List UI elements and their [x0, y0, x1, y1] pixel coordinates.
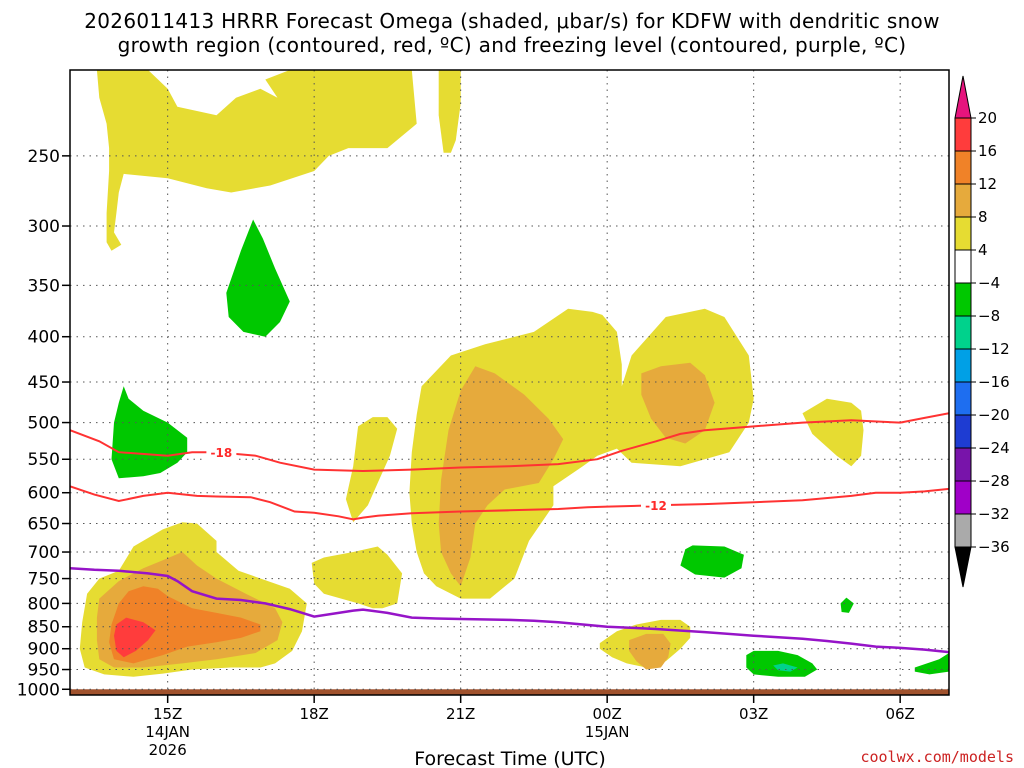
x-tick-label-18Z: 18Z — [299, 705, 328, 723]
colorbar-swatch-5 — [954, 282, 972, 317]
x-tick-label-21Z: 21Z — [446, 705, 475, 723]
y-axis: 2503003504004505005506006507007508008509… — [17, 147, 70, 700]
y-tick-label-350: 350 — [28, 276, 60, 296]
colorbar-tick-label-7: −12 — [978, 340, 1010, 358]
colorbar-tick-label-5: −4 — [978, 274, 1000, 292]
colorbar-swatch-11 — [954, 480, 972, 515]
y-tick-label-550: 550 — [28, 450, 60, 470]
y-tick-label-850: 850 — [28, 618, 60, 638]
y-tick-label-500: 500 — [28, 414, 60, 434]
y-tick-label-250: 250 — [28, 147, 60, 167]
colorbar-swatch-6 — [954, 315, 972, 350]
x-tick-date-15Z: 14JAN — [145, 723, 190, 741]
colorbar-tick-label-6: −8 — [978, 307, 1000, 325]
gridlines — [70, 70, 949, 695]
omega-region-8to12-13 — [629, 633, 671, 670]
omega-region-m4tom8-17 — [840, 597, 854, 613]
colorbar-tick-label-9: −20 — [978, 406, 1010, 424]
dendritic-growth-contours — [70, 412, 949, 521]
colorbar-tick-label-0: 20 — [978, 109, 997, 127]
y-tick-label-900: 900 — [28, 640, 60, 660]
colorbar-swatch-1 — [954, 150, 972, 185]
colorbar-bottom-arrow — [954, 546, 972, 588]
contour-label-bg--18 — [206, 444, 237, 461]
y-tick-label-450: 450 — [28, 373, 60, 393]
colorbar-tick-label-1: 16 — [978, 142, 997, 160]
ground-fill — [70, 689, 949, 695]
title-line-2: growth region (contoured, red, ºC) and f… — [118, 33, 907, 57]
x-tick-label-06Z: 06Z — [885, 705, 914, 723]
freezing-level-contour — [70, 566, 949, 654]
omega-region-16to20-11 — [114, 617, 156, 658]
y-tick-label-750: 750 — [28, 570, 60, 590]
y-tick-label-950: 950 — [28, 661, 60, 681]
colorbar-swatch-3 — [954, 216, 972, 251]
x-tick-label-03Z: 03Z — [739, 705, 768, 723]
colorbar: 20 16 12 8 4 −4 −8 −12 −16 −20 −24 −28 −32 −36 — [954, 75, 1010, 588]
contour-label-bg--12 — [641, 497, 671, 514]
x-tick-label-15Z: 15Z — [153, 705, 182, 723]
colorbar-top-arrow — [954, 75, 972, 119]
colorbar-swatch-8 — [954, 381, 972, 416]
omega-shading — [70, 70, 949, 695]
omega-region-12to16-10 — [109, 586, 261, 664]
contour-labels: -18 -12 — [206, 444, 671, 514]
colorbar-swatch-2 — [954, 183, 972, 218]
colorbar-swatch-12 — [954, 513, 972, 548]
colorbar-tick-label-2: 12 — [978, 175, 997, 193]
omega-region-4to8-0 — [96, 70, 417, 251]
colorbar-tick-label-8: −16 — [978, 373, 1010, 391]
x-tick-date-00Z: 15JAN — [585, 723, 630, 741]
omega-region-m4tom8-16 — [680, 545, 744, 578]
colorbar-tick-label-3: 8 — [978, 208, 988, 226]
colorbar-tick-label-10: −24 — [978, 439, 1010, 457]
contour-label--18: -18 — [211, 446, 233, 460]
colorbar-tick-label-4: 4 — [978, 241, 988, 259]
omega-region-4to8-1 — [438, 70, 461, 153]
omega-region-8to12-3 — [438, 366, 564, 587]
y-tick-label-800: 800 — [28, 594, 60, 614]
omega-region-4to8-6 — [311, 546, 403, 609]
y-tick-label-400: 400 — [28, 328, 60, 348]
x-axis-label: Forecast Time (UTC) — [414, 748, 605, 768]
colorbar-swatch-7 — [954, 348, 972, 383]
dgz-contour--12 — [70, 485, 949, 521]
credit-text[interactable]: coolwx.com/models — [860, 748, 1014, 766]
omega-region-m4tom8-20 — [914, 653, 949, 675]
contour-label--12: -12 — [645, 499, 667, 513]
x-tick-year-15Z: 2026 — [149, 741, 187, 759]
y-tick-label-700: 700 — [28, 543, 60, 563]
omega-region-4to8-7 — [802, 398, 864, 467]
plot-area: -18 -12 — [69, 69, 950, 696]
x-tick-label-00Z: 00Z — [592, 705, 621, 723]
colorbar-tick-label-13: −36 — [978, 538, 1010, 556]
colorbar-tick-label-12: −32 — [978, 505, 1010, 523]
colorbar-swatch-4 — [954, 249, 972, 284]
omega-region-4to8-5 — [345, 417, 398, 523]
freezing-level-line — [70, 566, 949, 654]
colorbar-tick-label-11: −28 — [978, 472, 1010, 490]
omega-region-8to12-4 — [641, 362, 715, 444]
title-line-1: 2026011413 HRRR Forecast Omega (shaded, … — [84, 9, 940, 33]
colorbar-swatch-10 — [954, 447, 972, 482]
y-tick-label-600: 600 — [28, 484, 60, 504]
omega-region-m4tom8-14 — [226, 219, 290, 337]
dgz-contour--18 — [70, 412, 949, 473]
y-tick-label-300: 300 — [28, 217, 60, 237]
y-tick-label-1000: 1000 — [17, 680, 60, 700]
colorbar-swatch-9 — [954, 414, 972, 449]
colorbar-swatch-0 — [954, 117, 972, 152]
y-tick-label-650: 650 — [28, 515, 60, 535]
